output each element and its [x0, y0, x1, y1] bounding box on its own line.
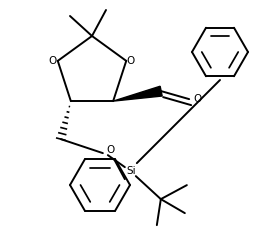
- Text: Si: Si: [126, 166, 136, 176]
- Text: O: O: [49, 56, 57, 66]
- Text: O: O: [126, 56, 134, 66]
- Polygon shape: [113, 86, 162, 101]
- Text: O: O: [193, 94, 201, 104]
- Text: O: O: [107, 145, 115, 155]
